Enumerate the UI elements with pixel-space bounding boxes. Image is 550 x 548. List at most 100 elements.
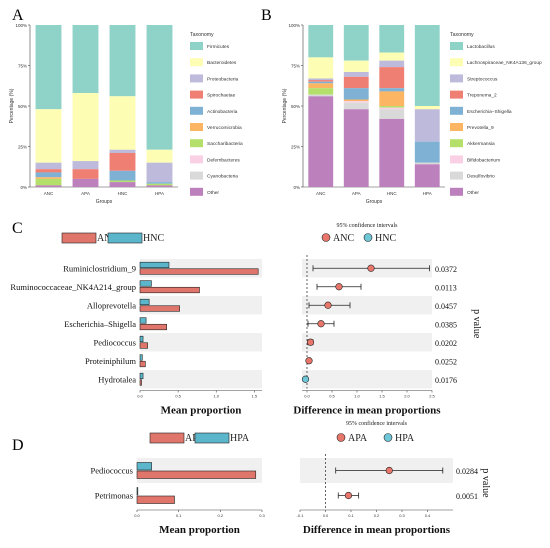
x-tick-label: ANC xyxy=(44,191,54,196)
legend-entry: Prevotella_9 xyxy=(467,125,494,131)
bar-segment-B xyxy=(379,118,405,187)
bar-segment-A xyxy=(109,152,136,171)
bar-segment-B xyxy=(343,109,369,187)
bar-HNC xyxy=(139,261,170,269)
bar-segment-A xyxy=(35,162,62,170)
p-value-label: 0.0457 xyxy=(435,302,457,311)
category-label: Escherichia–Shigella xyxy=(64,319,136,329)
ci-point xyxy=(367,264,375,272)
plots-layer: 0% 25% 50% 75% 100% Percentage (%) Groups ANC AP… xyxy=(9,23,542,536)
bar-segment-A xyxy=(35,185,62,187)
x-tick-label: 0.1 xyxy=(176,513,182,518)
bar-segment-B xyxy=(379,91,405,106)
x-tick-label: 1.0 xyxy=(213,394,219,399)
bar-ANC xyxy=(139,323,167,331)
bar-segment-B xyxy=(414,25,440,106)
legend-swatch xyxy=(450,139,463,148)
bar-segment-B xyxy=(308,57,334,79)
bar-segment-B xyxy=(414,162,440,165)
x-tick-label: 0.2 xyxy=(374,513,380,518)
p-value-axis-label: p value xyxy=(480,468,491,498)
bar-segment-A xyxy=(146,149,173,163)
row-band xyxy=(137,458,262,483)
x-tick-label: APA xyxy=(352,191,361,196)
x-tick-label: 0.1 xyxy=(348,513,354,518)
bar-segment-B xyxy=(379,109,405,119)
row-band xyxy=(302,370,432,389)
category-label: Pediococcus xyxy=(94,337,137,347)
bar-segment-A xyxy=(35,109,62,163)
bar-HNC xyxy=(139,354,143,361)
bar-APA xyxy=(136,470,257,479)
x-tick-label: 0.0 xyxy=(323,513,329,518)
category-label: Ruminococcaceae_NK4A214_group xyxy=(10,282,136,292)
ci-point xyxy=(306,338,315,346)
bar-HNC xyxy=(139,335,144,343)
x-tick-label: APA xyxy=(81,191,90,196)
x-tick-label: 0.0 xyxy=(304,394,310,399)
legend-entry: HNC xyxy=(375,233,396,244)
legend-entry: Saccharibacteria xyxy=(207,141,243,147)
legend-dot-ANC xyxy=(321,233,331,242)
bar-HPA xyxy=(136,487,139,496)
bar-segment-B xyxy=(308,94,334,97)
legend-swatch xyxy=(190,155,203,164)
x-axis-label: Groups xyxy=(96,199,113,205)
x-tick-label: 0.0 xyxy=(134,513,140,518)
category-label: Pediococcus xyxy=(91,466,134,476)
bar-HNC xyxy=(139,372,144,380)
bar-segment-B xyxy=(308,96,334,187)
category-label: Ruminiclostridium_9 xyxy=(63,263,136,273)
bar-segment-A xyxy=(72,161,99,170)
legend-entry: Other xyxy=(467,190,479,196)
legend-entry: Verrucomicrobia xyxy=(207,125,242,131)
legend-swatch xyxy=(450,171,463,180)
p-value-label: 0.0252 xyxy=(435,357,457,366)
legend-entry: Other xyxy=(207,190,219,196)
bar-segment-B xyxy=(308,81,334,84)
x-tick-label: 2.0 xyxy=(404,394,410,399)
legend-entry: HPA xyxy=(395,433,415,444)
panel-label-c: C xyxy=(12,220,23,237)
ci-point xyxy=(317,320,325,328)
x-tick-label: 0.5 xyxy=(175,394,181,399)
legend-swatch xyxy=(450,187,463,196)
p-value-label: 0.0385 xyxy=(435,320,457,329)
y-tick-label: 0% xyxy=(20,185,27,190)
row-band xyxy=(140,259,262,278)
legend-swatch xyxy=(450,90,463,99)
x-tick-label: -0.1 xyxy=(297,513,305,518)
ci-point xyxy=(324,301,332,309)
panel-label-a: A xyxy=(12,7,24,24)
y-axis-label: Percentage (%) xyxy=(9,88,15,123)
bar-segment-B xyxy=(343,60,369,72)
row-band xyxy=(140,296,262,315)
y-tick-label: 100% xyxy=(15,23,27,28)
legend-dot-HPA xyxy=(383,433,393,442)
legend-entry: APA xyxy=(348,433,368,444)
legend-entry: Proteobacteria xyxy=(207,76,239,82)
bar-segment-A xyxy=(146,162,173,183)
legend-swatch xyxy=(190,42,203,50)
bar-segment-A xyxy=(146,185,173,187)
legend-swatch xyxy=(190,90,203,99)
bar-segment-A xyxy=(109,182,136,187)
ci-point xyxy=(305,357,313,365)
category-label: Alloprevotella xyxy=(87,300,136,310)
bar-segment-B xyxy=(343,99,369,102)
x-tick-label: 0.5 xyxy=(329,394,335,399)
legend-entry: Lachnospiraceae_NK4A136_group xyxy=(467,60,542,66)
legend-swatch xyxy=(450,74,463,83)
x-tick-label: HNC xyxy=(387,191,397,196)
legend-dot-HNC xyxy=(363,233,373,242)
legend-swatch xyxy=(190,123,203,131)
bar-segment-B xyxy=(414,141,440,163)
category-label: Hydrotalea xyxy=(98,374,136,384)
legend-swatch xyxy=(190,74,203,83)
legend-entry: Bifidobacterium xyxy=(467,157,500,163)
category-label: Petrimonas xyxy=(95,491,133,501)
bar-HPA xyxy=(136,462,152,471)
y-tick-label: 100% xyxy=(288,23,300,28)
legend-entry: HPA xyxy=(230,433,250,444)
y-tick-label: 75% xyxy=(18,64,27,69)
